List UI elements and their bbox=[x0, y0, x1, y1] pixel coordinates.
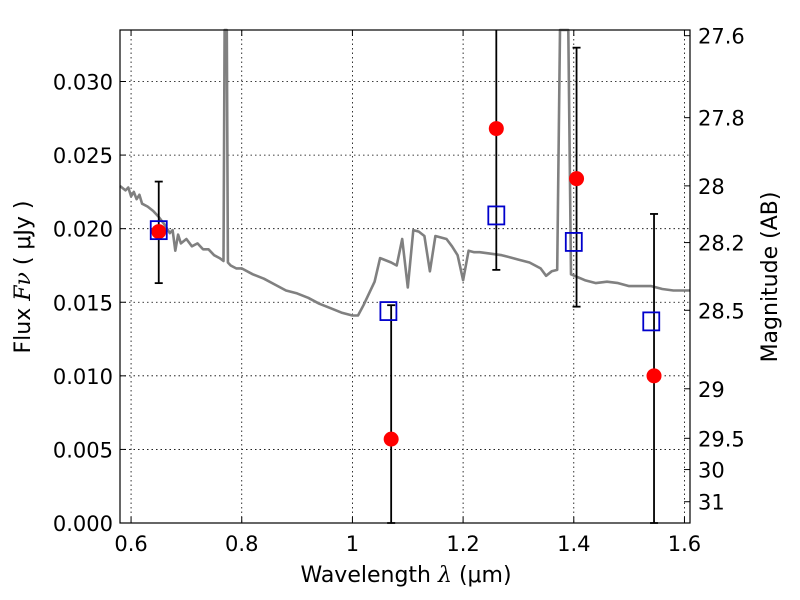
model-spectrum-layer bbox=[119, 28, 690, 317]
model-points-layer bbox=[149, 205, 661, 332]
observed-points-layer bbox=[151, 121, 662, 447]
model-point bbox=[487, 205, 506, 226]
x-tick-label: 0.8 bbox=[225, 532, 258, 556]
model-point bbox=[149, 220, 168, 241]
magnitude-tick-label: 29 bbox=[698, 378, 725, 402]
x-axis-ticks: 0.6 0.8 1 1.2 1.4 1.6 bbox=[114, 30, 701, 556]
observed-point bbox=[383, 431, 399, 447]
magnitude-axis-label: Magnitude (AB) bbox=[758, 192, 783, 363]
y-tick-label: 0.005 bbox=[53, 438, 113, 462]
magnitude-tick-label: 28 bbox=[698, 175, 725, 199]
y-tick-label: 0.000 bbox=[53, 512, 113, 536]
magnitude-tick-label: 28.5 bbox=[698, 299, 745, 323]
y-axis-label: Flux Fν ( μJy ) bbox=[11, 200, 36, 353]
magnitude-axis-ticks: 27.6 27.8 28 28.2 28.5 29 29.5 30 31 bbox=[684, 25, 745, 515]
observed-point bbox=[569, 171, 585, 187]
plot-frame bbox=[119, 29, 691, 524]
x-tick-label: 1.4 bbox=[557, 532, 590, 556]
magnitude-tick-label: 30 bbox=[698, 459, 725, 483]
magnitude-tick-label: 27.6 bbox=[698, 25, 745, 49]
x-axis-label: Wavelength λ (μm) bbox=[300, 563, 511, 588]
x-tick-label: 0.6 bbox=[114, 532, 147, 556]
magnitude-tick-label: 27.8 bbox=[698, 107, 745, 131]
magnitude-tick-label: 28.2 bbox=[698, 232, 745, 256]
model-point bbox=[642, 311, 661, 332]
observed-point bbox=[646, 368, 662, 384]
y-tick-label: 0.025 bbox=[53, 144, 113, 168]
y-tick-label: 0.015 bbox=[53, 291, 113, 315]
observed-point bbox=[151, 224, 167, 240]
model-spectrum-line bbox=[119, 28, 690, 317]
y-axis-ticks: 0.000 0.005 0.010 0.015 0.020 0.025 0.030 bbox=[53, 71, 126, 536]
grid bbox=[120, 30, 690, 523]
model-point bbox=[379, 301, 398, 321]
x-tick-label: 1.2 bbox=[446, 532, 479, 556]
y-tick-label: 0.020 bbox=[53, 218, 113, 242]
observed-point bbox=[488, 121, 504, 137]
y-tick-label: 0.030 bbox=[53, 71, 113, 95]
magnitude-tick-label: 29.5 bbox=[698, 427, 745, 451]
model-point bbox=[564, 232, 583, 252]
y-tick-label: 0.010 bbox=[53, 365, 113, 389]
magnitude-tick-label: 31 bbox=[698, 491, 725, 515]
x-tick-label: 1.6 bbox=[668, 532, 701, 556]
x-tick-label: 1 bbox=[346, 532, 359, 556]
